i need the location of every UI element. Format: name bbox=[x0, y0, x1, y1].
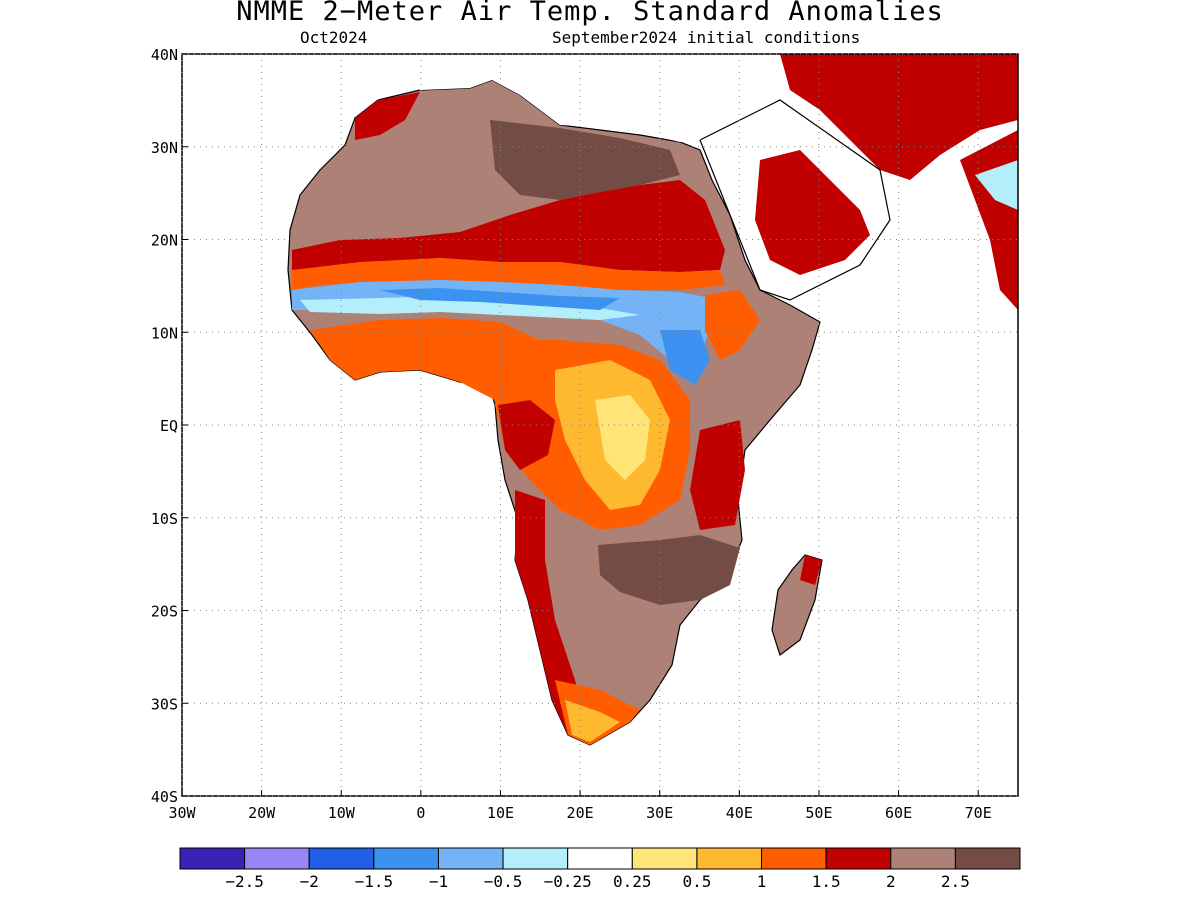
colorbar-swatch bbox=[825, 847, 892, 870]
orange-west-africa bbox=[310, 318, 540, 400]
latitude-label: 20N bbox=[151, 232, 178, 250]
colorbar-label: 0.5 bbox=[682, 872, 711, 891]
longitude-label: 20W bbox=[248, 804, 276, 822]
red-middle-east bbox=[780, 54, 1018, 180]
colorbar-label: 1.5 bbox=[812, 872, 841, 891]
colorbar-labels: −2.5 −2 −1.5 −1 −0.5 −0.25 0.25 0.5 1 1.5 2 2.5 bbox=[225, 872, 969, 891]
colorbar-swatch bbox=[179, 847, 246, 870]
colorbar-label: −1.5 bbox=[355, 872, 394, 891]
red-sw-coast bbox=[515, 490, 590, 745]
longitude-labels: 30W 20W 10W 0 10E 20E 30E 40E 50E 60E 70E bbox=[168, 804, 991, 822]
latitude-label: 40N bbox=[151, 46, 178, 64]
anomaly-field bbox=[287, 54, 1018, 746]
colorbar-label: 2.5 bbox=[941, 872, 970, 891]
latitude-label: EQ bbox=[160, 417, 178, 435]
graticule bbox=[181, 53, 1018, 797]
colorbar-label: −1 bbox=[429, 872, 448, 891]
latitude-label: 10S bbox=[151, 510, 178, 528]
colorbar-swatch bbox=[244, 847, 310, 870]
colorbar-swatch bbox=[373, 847, 439, 870]
colorbar-swatch bbox=[567, 847, 633, 870]
axis-ticks bbox=[181, 53, 979, 797]
longitude-label: 60E bbox=[885, 804, 912, 822]
madagascar-red bbox=[800, 555, 822, 585]
latitude-label: 20S bbox=[151, 603, 178, 621]
red-northwest bbox=[355, 92, 420, 140]
colorbar-swatch bbox=[502, 847, 569, 870]
orange-band bbox=[292, 258, 725, 290]
yellow-cape bbox=[565, 700, 620, 742]
colorbar-label: −2.5 bbox=[225, 872, 264, 891]
red-arabia bbox=[755, 150, 870, 275]
light-yellow-congo bbox=[595, 395, 650, 480]
blue-core bbox=[380, 288, 620, 310]
india-blue bbox=[975, 160, 1018, 210]
india-west-coast bbox=[960, 130, 1018, 310]
forecast-month: Oct2024 bbox=[300, 28, 368, 47]
initial-conditions: September2024 initial conditions bbox=[552, 28, 861, 47]
colorbar-swatch bbox=[437, 847, 504, 870]
latitude-label: 30S bbox=[151, 695, 178, 713]
longitude-label: 30E bbox=[646, 804, 673, 822]
colorbar-label: 1 bbox=[757, 872, 767, 891]
colorbar bbox=[179, 847, 1021, 870]
latitude-labels: 40N 30N 20N 10N EQ 10S 20S 30S 40S bbox=[151, 46, 178, 806]
longitude-label: 0 bbox=[416, 804, 425, 822]
longitude-label: 20E bbox=[567, 804, 594, 822]
red-gabon bbox=[498, 400, 555, 470]
colorbar-swatch bbox=[954, 847, 1021, 870]
longitude-label: 30W bbox=[168, 804, 196, 822]
dark-brown-sahara bbox=[490, 120, 680, 200]
longitude-label: 10E bbox=[487, 804, 514, 822]
dark-brown-south bbox=[598, 535, 740, 605]
colorbar-label: −2 bbox=[300, 872, 319, 891]
red-east-africa bbox=[690, 420, 745, 530]
colorbar-swatch bbox=[761, 847, 827, 870]
colorbar-label: −0.25 bbox=[544, 872, 592, 891]
colorbar-label: 2 bbox=[886, 872, 896, 891]
colorbar-swatch bbox=[890, 847, 956, 870]
mediterranean-sea bbox=[390, 54, 780, 142]
colorbar-label: 0.25 bbox=[613, 872, 652, 891]
map-title: NMME 2−Meter Air Temp. Standard Anomalie… bbox=[236, 0, 944, 27]
blue-east bbox=[660, 330, 710, 385]
latitude-label: 10N bbox=[151, 324, 178, 342]
colorbar-swatch bbox=[631, 847, 698, 870]
light-blue-band bbox=[300, 296, 640, 320]
colorbar-label: −0.5 bbox=[484, 872, 523, 891]
longitude-label: 70E bbox=[965, 804, 992, 822]
red-band-sahel bbox=[292, 180, 725, 272]
orange-ethiopia bbox=[705, 290, 760, 360]
latitude-label: 40S bbox=[151, 788, 178, 806]
longitude-label: 40E bbox=[726, 804, 753, 822]
longitude-label: 10W bbox=[328, 804, 356, 822]
colorbar-swatch bbox=[696, 847, 763, 870]
longitude-label: 50E bbox=[805, 804, 832, 822]
colorbar-swatch bbox=[308, 847, 375, 870]
latitude-label: 30N bbox=[151, 139, 178, 157]
